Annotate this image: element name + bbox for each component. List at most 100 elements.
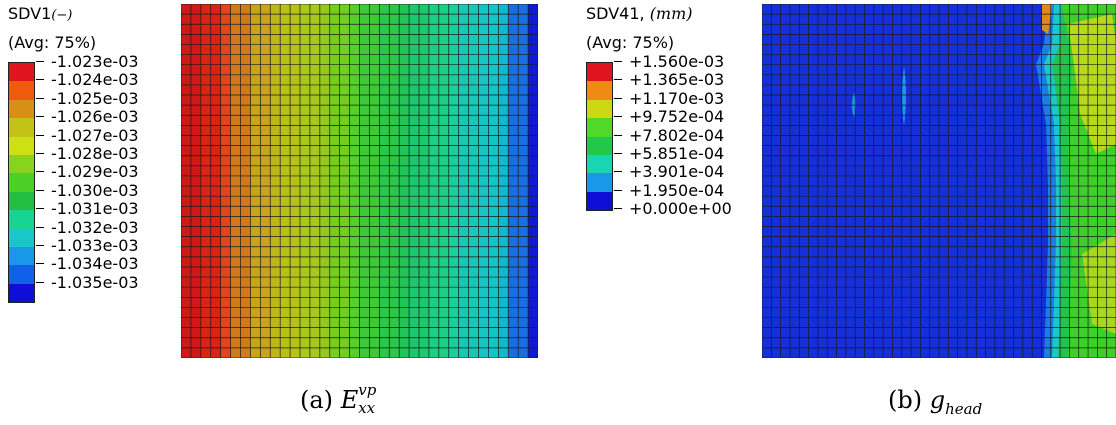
field-column [260, 4, 271, 358]
caption-tag-a: (a) [300, 386, 334, 414]
legend-value-text: +5.851e-04 [629, 144, 725, 163]
legend-value-label: +1.560e-03 [614, 53, 724, 71]
legend-value-label: +3.901e-04 [614, 163, 724, 181]
legend-value-label: -1.028e-03 [36, 145, 139, 163]
legend-value-text: -1.029e-03 [51, 162, 139, 182]
legend-value-text: +3.901e-04 [629, 162, 725, 182]
field-column [428, 4, 440, 358]
field-column [359, 4, 370, 358]
legend-value-label: -1.034e-03 [36, 255, 139, 273]
caption-sup-a: vp [358, 380, 377, 399]
field-column [399, 4, 410, 358]
field-column [448, 4, 460, 358]
legend-unit-a: (−) [51, 8, 73, 23]
legend-value-text: -1.033e-03 [51, 236, 139, 255]
legend-unit-b: (mm) [649, 4, 693, 23]
field-column [309, 4, 321, 358]
field-spot [902, 66, 906, 126]
legend-swatch [587, 81, 612, 100]
field-column [349, 4, 360, 358]
legend-avg-b: (Avg: 75%) [586, 33, 675, 52]
legend-swatch [9, 228, 34, 247]
legend-value-text: -1.024e-03 [51, 70, 139, 90]
legend-swatch [587, 136, 612, 155]
legend-value-text: -1.031e-03 [51, 199, 139, 219]
field-column [270, 4, 281, 358]
mesh-grid [181, 4, 538, 358]
legend-swatch [587, 191, 612, 211]
field-column [498, 4, 509, 358]
legend-avg-a: (Avg: 75%) [8, 33, 97, 52]
legend-value-text: -1.032e-03 [51, 217, 139, 237]
legend-value-label: +5.851e-04 [614, 145, 724, 163]
field-band [1068, 14, 1116, 154]
legend-swatch [9, 118, 34, 137]
field-column [458, 4, 470, 358]
legend-value-text: -1.025e-03 [51, 88, 139, 108]
field-column [220, 4, 232, 358]
field-column [300, 4, 311, 358]
field-column [190, 4, 202, 358]
legend-value-label: +0.000e+00 [614, 200, 732, 218]
legend-value-text: +1.365e-03 [629, 70, 725, 90]
legend-swatch [587, 154, 612, 174]
legend-variable-b: SDV41, [586, 4, 645, 23]
field-column [438, 4, 450, 358]
caption-symbol-a: E [340, 386, 359, 414]
field-column [468, 4, 479, 358]
legend-value-text: -1.027e-03 [51, 125, 139, 145]
field-column [419, 4, 430, 358]
legend-swatch [9, 283, 34, 303]
legend-value-label: -1.033e-03 [36, 237, 139, 255]
legend-value-label: +9.752e-04 [614, 108, 724, 126]
legend-swatch [9, 99, 34, 119]
legend-value-label: -1.026e-03 [36, 108, 139, 126]
legend-title-a: SDV1(−) [8, 4, 72, 25]
caption-symbol-b: g [929, 386, 946, 414]
legend-swatch [9, 191, 34, 211]
legend-value-label: -1.024e-03 [36, 71, 139, 89]
field-column [181, 4, 192, 358]
field-column [369, 4, 380, 358]
field-column [478, 4, 489, 358]
caption-b: (b) ghead [888, 386, 982, 418]
field-column [389, 4, 400, 358]
caption-sub-a: xx [358, 398, 376, 417]
legend-swatch [587, 63, 612, 82]
legend-swatch [9, 81, 34, 100]
legend-value-text: +1.950e-04 [629, 180, 725, 200]
legend-value-label: -1.025e-03 [36, 88, 139, 108]
mesh-grid [762, 4, 1116, 358]
legend-value-label: -1.027e-03 [36, 125, 139, 145]
legend-value-text: +9.752e-04 [629, 107, 725, 127]
field-column [319, 4, 331, 358]
panel-a: SDV1(−) (Avg: 75%) -1.023e-03 -1.024e-03-… [8, 4, 538, 417]
field-column [518, 4, 529, 358]
legend-value-text: -1.034e-03 [51, 254, 139, 274]
legend-value-label: -1.023e-03 [36, 53, 139, 71]
field-column [379, 4, 390, 358]
field-column [528, 4, 538, 358]
legend-swatch [587, 173, 612, 192]
field-column [329, 4, 341, 358]
legend-swatch [587, 99, 612, 119]
field-column [409, 4, 420, 358]
field-column [210, 4, 222, 358]
field-column [290, 4, 301, 358]
legend-value-text: +7.802e-04 [629, 125, 725, 145]
legend-swatch [9, 63, 34, 82]
field-column [508, 4, 519, 358]
field-column [488, 4, 499, 358]
legend-value-text: +0.000e+00 [629, 199, 732, 219]
color-legend-bar-b [586, 62, 613, 212]
legend-value-label: -1.030e-03 [36, 180, 139, 200]
legend-swatch [9, 154, 34, 174]
legend-value-label: -1.029e-03 [36, 163, 139, 181]
field-column [280, 4, 291, 358]
legend-value-label: +1.170e-03 [614, 89, 724, 108]
legend-swatch [587, 118, 612, 137]
legend-value-text: -1.030e-03 [51, 180, 139, 200]
field-column [230, 4, 241, 358]
legend-title-b: SDV41, (mm) [586, 4, 693, 23]
